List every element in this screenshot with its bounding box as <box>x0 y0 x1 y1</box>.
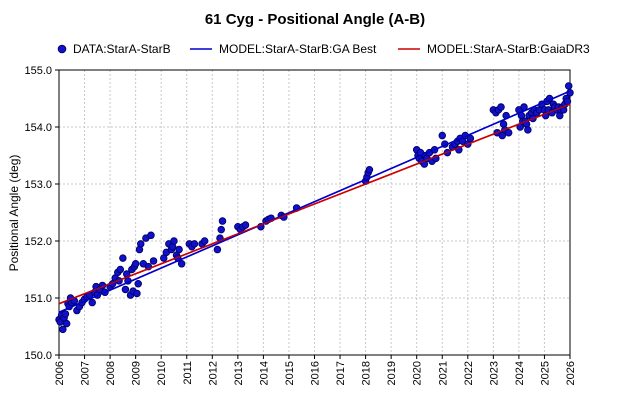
y-tick-label: 151.0 <box>24 293 52 305</box>
y-tick-label: 152.0 <box>24 236 52 248</box>
data-point <box>61 310 70 318</box>
legend: DATA:StarA-StarB MODEL:StarA-StarB:GA Be… <box>57 42 590 56</box>
data-point <box>59 325 67 334</box>
data-point <box>88 298 96 307</box>
chart-title: 61 Cyg - Positional Angle (A-B) <box>205 11 425 28</box>
data-point <box>466 134 475 143</box>
y-tick-label: 155.0 <box>24 65 52 77</box>
x-tick-label: 2016 <box>310 361 322 385</box>
data-point <box>213 245 222 254</box>
data-point <box>62 319 71 328</box>
x-tick-label: 2014 <box>258 361 270 385</box>
x-tick-label: 2008 <box>105 361 117 385</box>
x-tick-label: 2011 <box>182 361 194 385</box>
plot-area <box>55 82 574 334</box>
x-tick-label: 2009 <box>131 361 143 385</box>
x-tick-label: 2023 <box>488 361 500 385</box>
data-point <box>175 245 183 254</box>
y-tick-label: 153.0 <box>24 179 52 191</box>
x-tick-label: 2026 <box>565 361 577 385</box>
data-point <box>134 280 142 288</box>
data-point <box>504 128 513 137</box>
data-point <box>241 221 250 229</box>
x-tick-label: 2015 <box>284 361 296 385</box>
x-tick-label: 2012 <box>207 361 219 385</box>
data-point <box>119 254 127 262</box>
data-point <box>131 260 140 268</box>
data-point <box>170 237 178 245</box>
data-point <box>116 265 125 274</box>
x-tick-label: 2024 <box>514 361 526 385</box>
legend-label-data: DATA:StarA-StarB <box>73 42 171 56</box>
x-tick-label: 2020 <box>412 361 424 385</box>
data-point <box>147 231 155 240</box>
x-tick-label: 2021 <box>437 361 449 385</box>
data-point <box>137 240 145 248</box>
data-point <box>564 82 573 90</box>
series-line-overlay-1 <box>58 90 571 313</box>
data-point <box>365 165 374 174</box>
legend-label-gaiadr3: MODEL:StarA-StarB:GaiaDR3 <box>427 42 590 56</box>
y-tick-label: 150.0 <box>24 350 52 362</box>
data-point <box>438 131 447 140</box>
legend-marker-data <box>57 44 67 54</box>
plot-frame <box>58 69 571 356</box>
data-point <box>190 240 199 248</box>
data-point <box>149 257 158 265</box>
data-point <box>217 225 225 234</box>
data-point <box>218 217 227 225</box>
series-line-overlay-2 <box>58 103 571 305</box>
data-point <box>524 126 532 134</box>
x-tick-label: 2025 <box>539 361 551 385</box>
legend-label-ga-best: MODEL:StarA-StarB:GA Best <box>219 42 377 56</box>
x-tick-label: 2019 <box>386 361 398 385</box>
data-point <box>121 285 130 294</box>
x-tick-label: 2006 <box>54 361 66 385</box>
x-tick-label: 2013 <box>233 361 245 385</box>
x-tick-label: 2007 <box>80 361 92 385</box>
x-tick-label: 2022 <box>463 361 475 385</box>
y-tick-label: 154.0 <box>24 122 52 134</box>
x-tick-label: 2010 <box>156 361 168 385</box>
axes: 2006 2007 2008 2009 2010 2011 2012 2013 2014 2015… <box>24 65 577 385</box>
x-tick-label: 2017 <box>335 361 347 385</box>
x-tick-label: 2018 <box>361 361 373 385</box>
data-point <box>497 103 505 111</box>
data-point <box>200 237 209 245</box>
grid <box>59 70 570 355</box>
data-point <box>177 260 186 268</box>
y-axis-label: Positional Angle (deg) <box>7 155 21 272</box>
data-point <box>133 289 141 298</box>
